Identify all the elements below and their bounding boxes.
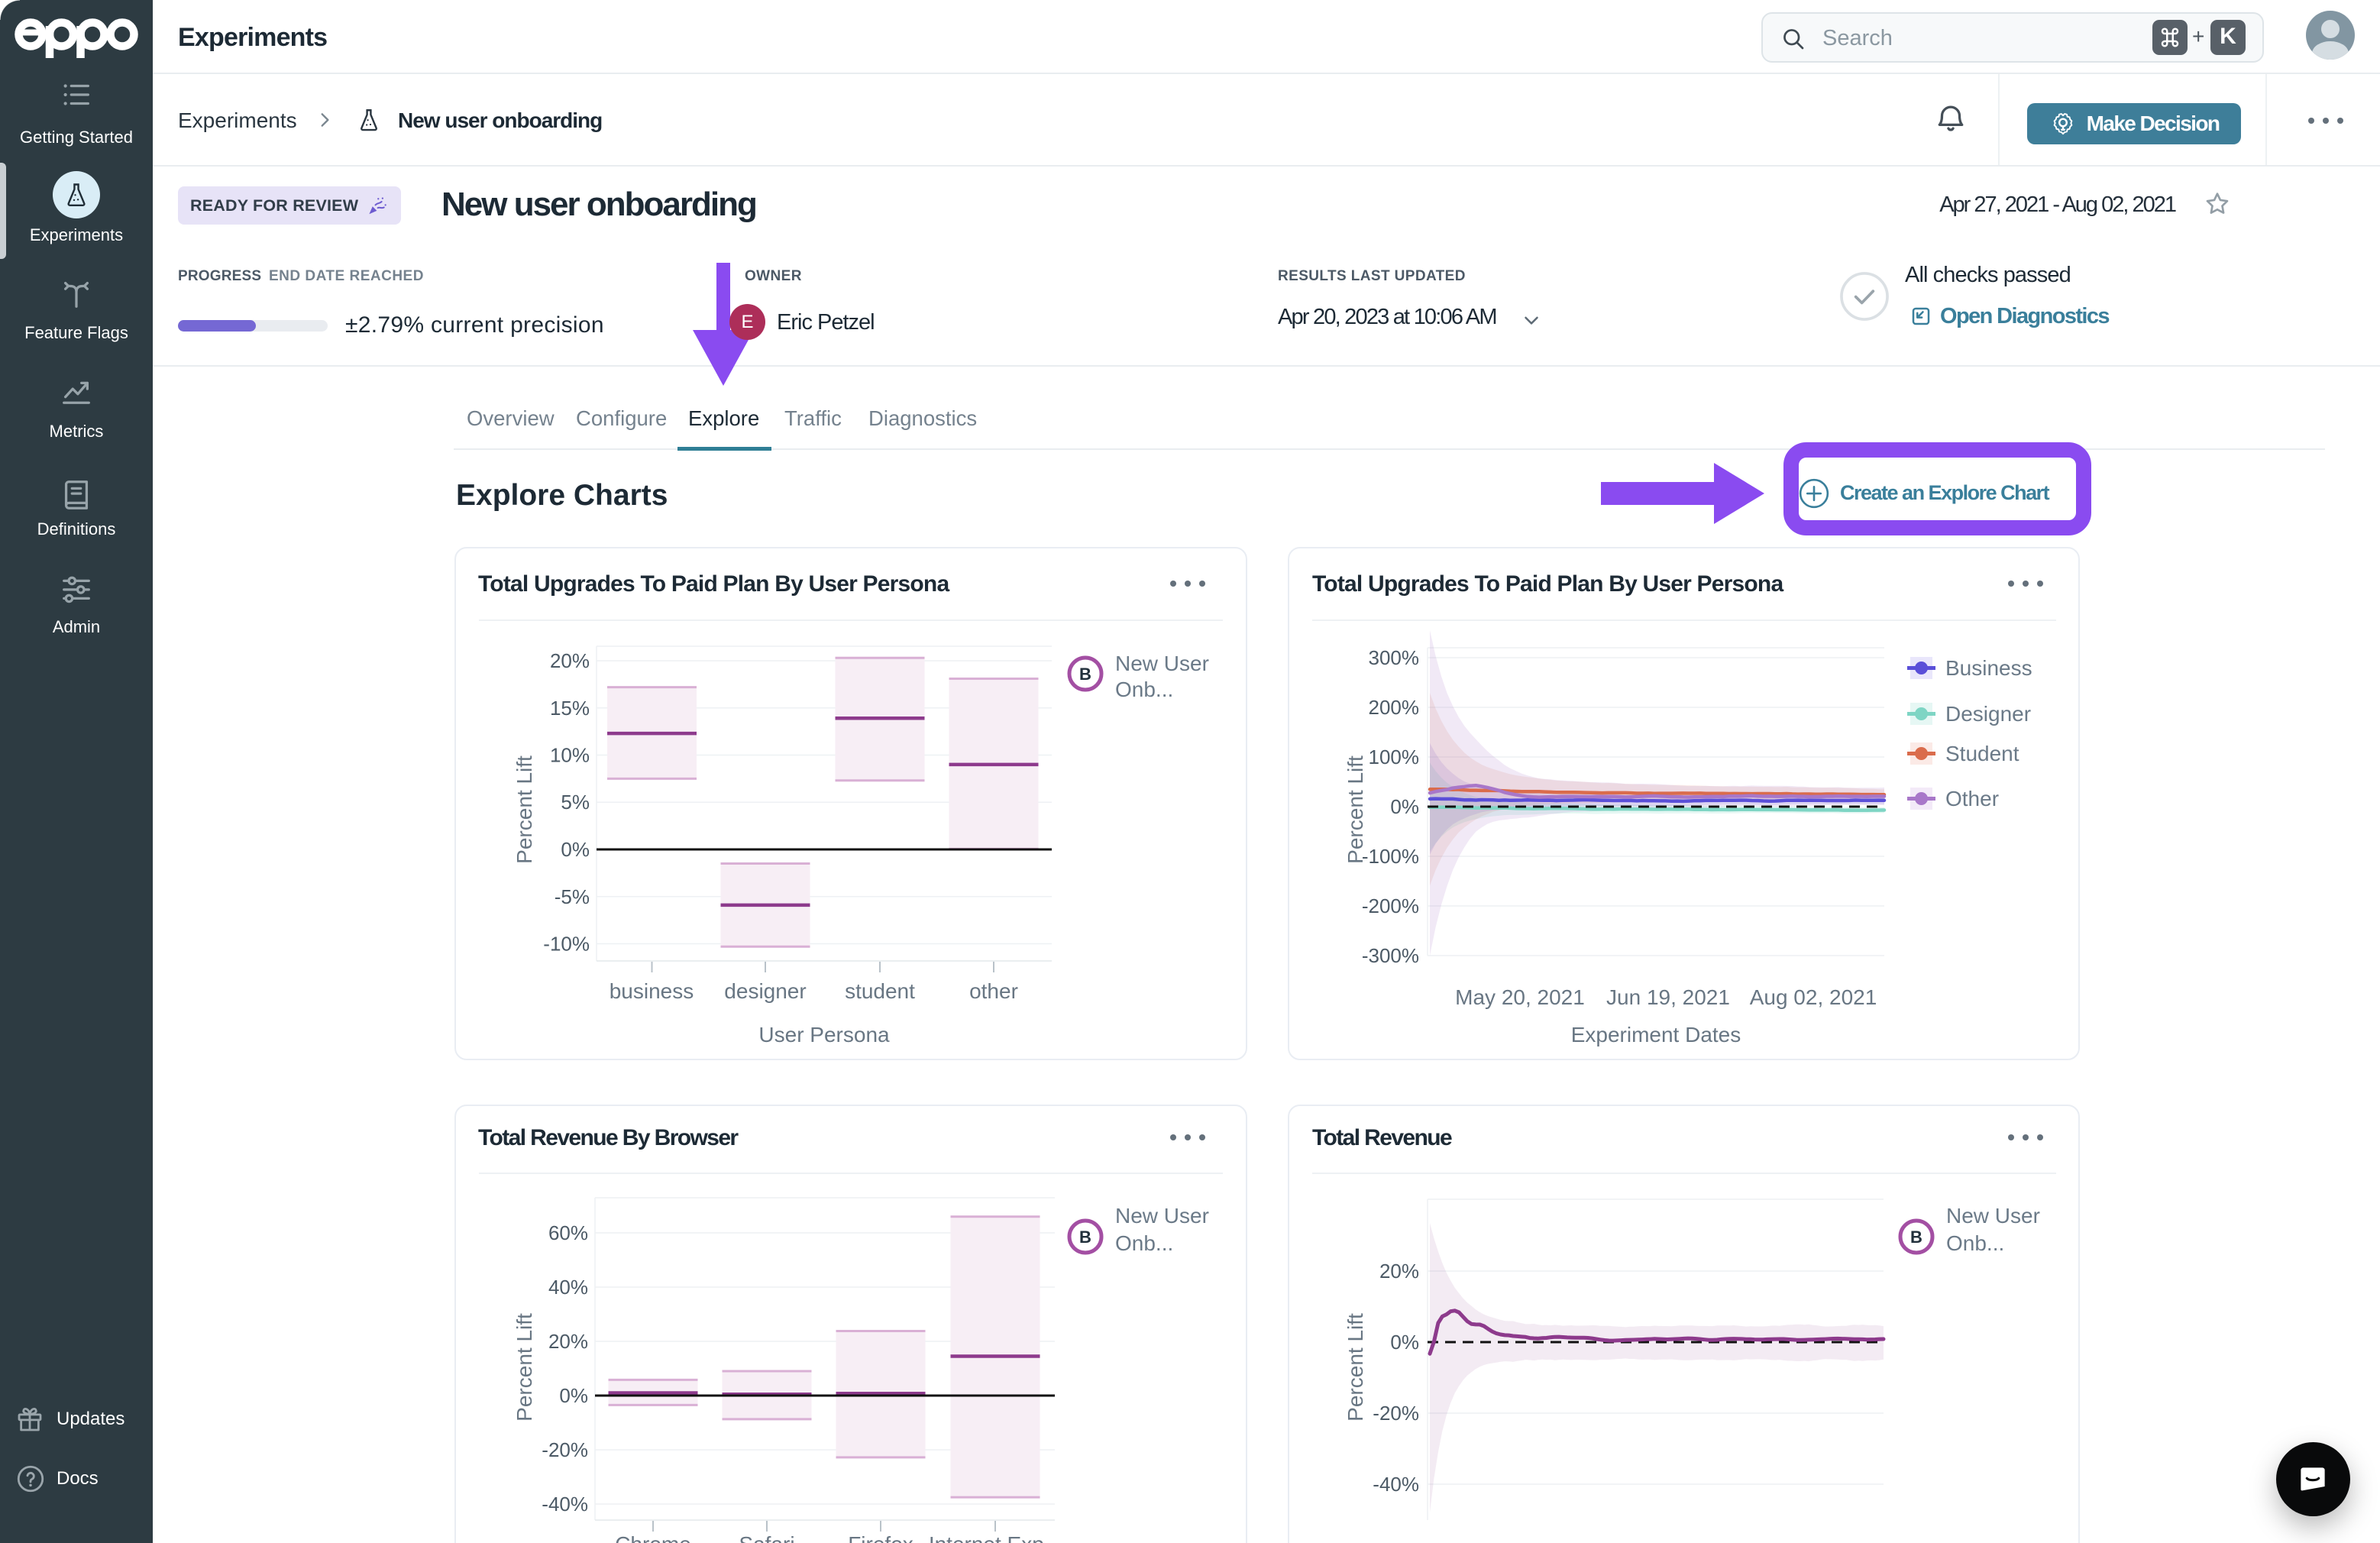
svg-text:Onb...: Onb... xyxy=(1115,678,1173,701)
svg-text:20%: 20% xyxy=(550,649,590,672)
svg-text:20%: 20% xyxy=(1379,1260,1419,1283)
svg-text:Percent Lift: Percent Lift xyxy=(513,755,536,864)
svg-text:-100%: -100% xyxy=(1362,845,1419,868)
svg-text:-40%: -40% xyxy=(1373,1473,1419,1496)
svg-text:Business: Business xyxy=(1945,656,2032,680)
svg-text:New User: New User xyxy=(1115,1204,1209,1228)
svg-text:Experiment Dates: Experiment Dates xyxy=(1571,1023,1741,1046)
svg-text:Percent Lift: Percent Lift xyxy=(1344,755,1367,864)
svg-text:60%: 60% xyxy=(548,1221,588,1244)
svg-text:Onb...: Onb... xyxy=(1946,1231,2004,1255)
svg-text:Percent Lift: Percent Lift xyxy=(513,1313,536,1422)
svg-text:-10%: -10% xyxy=(543,933,590,956)
svg-text:0%: 0% xyxy=(561,838,590,861)
svg-text:0%: 0% xyxy=(1390,1331,1419,1354)
svg-text:0%: 0% xyxy=(559,1384,588,1407)
svg-text:Designer: Designer xyxy=(1945,702,2031,726)
svg-text:B: B xyxy=(1079,665,1091,684)
svg-text:15%: 15% xyxy=(550,697,590,720)
svg-text:-20%: -20% xyxy=(542,1438,588,1461)
svg-text:Aug 02, 2021: Aug 02, 2021 xyxy=(1750,985,1877,1009)
svg-text:Firefox: Firefox xyxy=(848,1532,914,1543)
svg-text:-300%: -300% xyxy=(1362,944,1419,967)
svg-text:Internet Exp...: Internet Exp... xyxy=(929,1532,1062,1543)
svg-text:Percent Lift: Percent Lift xyxy=(1344,1313,1367,1422)
svg-text:0%: 0% xyxy=(1390,795,1419,818)
svg-text:-5%: -5% xyxy=(555,885,590,908)
svg-text:300%: 300% xyxy=(1369,646,1420,669)
svg-text:B: B xyxy=(1079,1228,1091,1247)
svg-text:-200%: -200% xyxy=(1362,894,1419,917)
svg-text:Safari: Safari xyxy=(739,1532,794,1543)
svg-text:other: other xyxy=(969,979,1018,1003)
svg-text:Jun 19, 2021: Jun 19, 2021 xyxy=(1606,985,1730,1009)
svg-text:40%: 40% xyxy=(548,1276,588,1299)
svg-text:5%: 5% xyxy=(561,791,590,814)
svg-text:200%: 200% xyxy=(1369,696,1420,719)
svg-text:May 20, 2021: May 20, 2021 xyxy=(1455,985,1585,1009)
svg-text:New User: New User xyxy=(1115,652,1209,675)
svg-text:User Persona: User Persona xyxy=(758,1023,890,1046)
svg-text:B: B xyxy=(1910,1228,1922,1247)
svg-text:Student: Student xyxy=(1945,742,2019,765)
svg-text:10%: 10% xyxy=(550,744,590,767)
svg-text:Other: Other xyxy=(1945,787,1999,810)
svg-text:-20%: -20% xyxy=(1373,1402,1419,1425)
svg-text:20%: 20% xyxy=(548,1330,588,1353)
svg-text:-40%: -40% xyxy=(542,1493,588,1516)
svg-text:New User: New User xyxy=(1946,1204,2040,1228)
svg-text:100%: 100% xyxy=(1369,746,1420,768)
svg-text:student: student xyxy=(845,979,915,1003)
svg-text:business: business xyxy=(610,979,694,1003)
svg-text:Onb...: Onb... xyxy=(1115,1231,1173,1255)
svg-text:designer: designer xyxy=(724,979,806,1003)
svg-text:Chrome: Chrome xyxy=(615,1532,691,1543)
